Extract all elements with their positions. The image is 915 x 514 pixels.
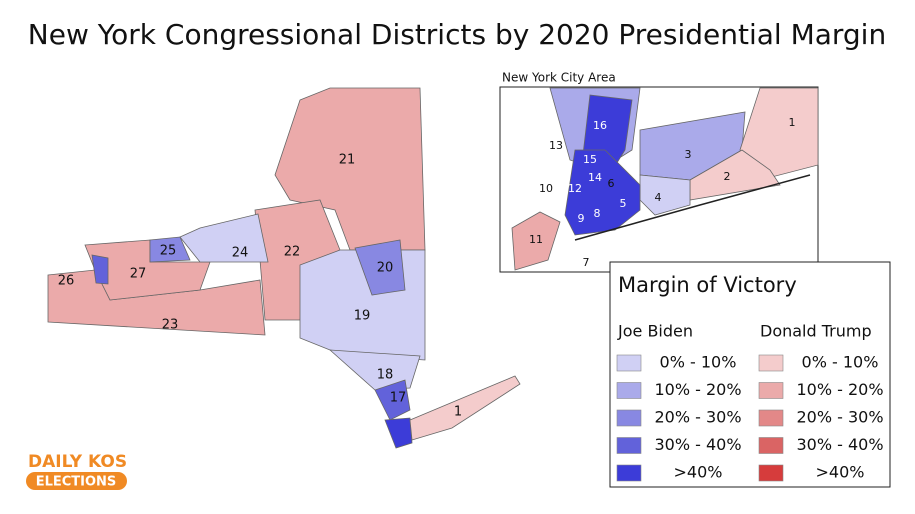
inset-district-11 — [511, 211, 561, 271]
inset-label: 2 — [724, 170, 731, 183]
logo-line1: DAILY KOS — [28, 452, 127, 472]
inset-label: 7 — [583, 256, 590, 269]
legend-column-title: Joe Biden — [617, 322, 693, 341]
inset-district-1 — [739, 87, 819, 181]
inset-label: 10 — [539, 182, 553, 195]
inset-nyc — [564, 149, 641, 236]
legend-swatch — [758, 382, 784, 399]
inset-label: 8 — [594, 207, 601, 220]
legend-item: 20% - 30% — [796, 408, 883, 427]
district-label: 21 — [339, 153, 356, 168]
legend-item: 30% - 40% — [654, 435, 741, 454]
district-label: 18 — [377, 368, 394, 383]
district-label: 23 — [162, 318, 179, 333]
district-17 — [374, 379, 411, 421]
district-24 — [179, 213, 269, 263]
legend-swatch — [616, 382, 642, 399]
legend-swatch — [758, 437, 784, 454]
district-label: 1 — [454, 405, 462, 420]
legend-item: 20% - 30% — [654, 408, 741, 427]
inset-label: 14 — [588, 171, 602, 184]
inset-label: 12 — [568, 182, 582, 195]
district-label: 17 — [390, 391, 407, 406]
nyc — [384, 417, 413, 449]
legend-item: 30% - 40% — [796, 435, 883, 454]
legend-swatch — [616, 464, 642, 482]
barrier-island — [574, 174, 811, 241]
inset-label: 4 — [655, 191, 662, 204]
long-island — [409, 375, 521, 441]
district-label: 20 — [377, 261, 394, 276]
legend-item: 10% - 20% — [654, 380, 741, 399]
inset-label: 15 — [583, 153, 597, 166]
legend-column-title: Donald Trump — [760, 322, 872, 341]
district-26 — [91, 254, 109, 285]
inset-label: 9 — [578, 212, 585, 225]
inset-label: 13 — [549, 139, 563, 152]
inset-label: 16 — [593, 119, 607, 132]
inset-map: 16 13 15 14 10 12 6 3 1 2 4 5 8 9 11 7 — [499, 86, 819, 273]
logo-line2: ELECTIONS — [36, 475, 117, 490]
inset-label: 5 — [620, 197, 627, 210]
state-map: 21 22 23 24 25 26 27 19 20 18 17 1 — [47, 87, 521, 449]
inset-label: 3 — [685, 148, 692, 161]
legend-item: >40% — [816, 463, 865, 482]
district-label: 24 — [232, 246, 249, 261]
district-25 — [149, 236, 191, 263]
legend-swatch — [758, 409, 784, 427]
title: New York Congressional Districts by 2020… — [28, 18, 886, 51]
district-label: 26 — [58, 274, 75, 289]
legend-item: >40% — [674, 463, 723, 482]
inset-label: 1 — [789, 116, 796, 129]
legend: Margin of Victory Joe Biden Donald Trump — [609, 261, 891, 488]
legend-swatch — [616, 409, 642, 427]
legend-swatch — [616, 354, 642, 372]
district-label: 27 — [130, 267, 147, 282]
district-label: 25 — [160, 244, 177, 259]
district-label: 19 — [354, 309, 371, 324]
inset-title: New York City Area — [502, 71, 616, 85]
legend-item: 0% - 10% — [802, 353, 879, 372]
legend-title: Margin of Victory — [618, 273, 797, 297]
district-20 — [354, 239, 406, 296]
legend-item: 10% - 20% — [796, 380, 883, 399]
logo: DAILY KOS ELECTIONS — [26, 452, 127, 490]
district-18 — [328, 349, 421, 391]
logo-badge — [26, 472, 127, 490]
legend-frame — [609, 261, 891, 488]
inset-label: 11 — [529, 233, 543, 246]
legend-swatch — [758, 464, 784, 482]
legend-item: 0% - 10% — [660, 353, 737, 372]
inset-label: 6 — [608, 177, 615, 190]
legend-swatch — [616, 437, 642, 454]
legend-swatch — [758, 354, 784, 372]
district-label: 22 — [284, 245, 301, 260]
